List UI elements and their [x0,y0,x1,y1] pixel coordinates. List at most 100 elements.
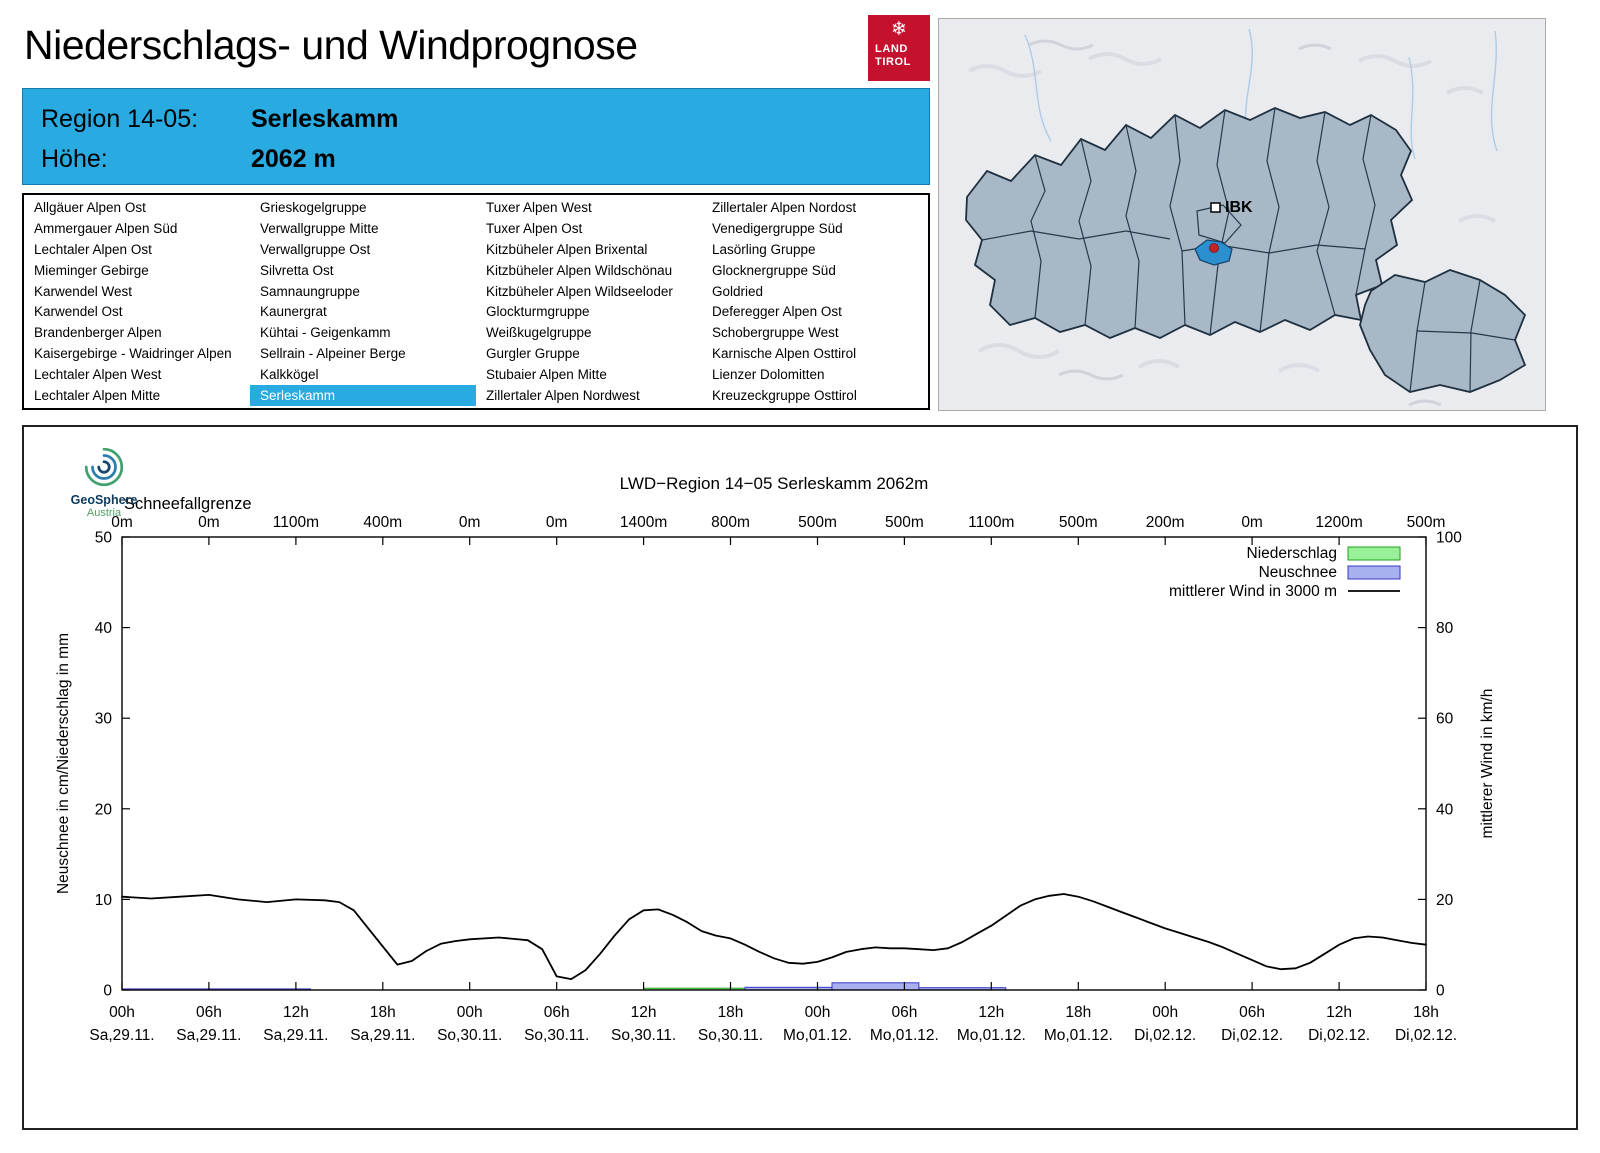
region-list-item[interactable]: Samnaungruppe [260,283,360,299]
tirol-map[interactable]: IBK [938,18,1546,411]
snowline-value: 0m [198,514,220,531]
altitude-value: 2062 m [251,144,336,173]
region-list-item[interactable]: Verwallgruppe Mitte [260,220,379,236]
x-tick-time: 06h [196,1004,222,1021]
snowline-value: 1100m [968,514,1014,531]
y-left-title: Neuschnee in cm/Niederschlag in mm [55,633,72,894]
land-tirol-logo: ❄ LAND TIROL [868,15,930,81]
chart-title: LWD−Region 14−05 Serleskamm 2062m [620,474,929,493]
snowline-label: Schneefallgrenze [124,495,252,513]
region-list-item[interactable]: Grieskogelgruppe [260,199,367,215]
region-list-item[interactable]: Lechtaler Alpen Mitte [34,388,161,404]
y-left-tick: 20 [95,801,113,818]
wind-line [121,893,1427,980]
region-list-item[interactable]: Karwendel Ost [34,304,123,320]
snowline-value: 1400m [620,514,667,531]
altitude-label: Höhe: [41,144,108,173]
region-list-item[interactable]: Zillertaler Alpen Nordost [712,199,857,215]
snowline-value: 0m [1241,514,1263,531]
x-tick-time: 18h [1413,1004,1439,1021]
region-list-item[interactable]: Kitzbüheler Alpen Wildseeloder [486,283,673,299]
region-list-item[interactable]: Kitzbüheler Alpen Brixental [486,241,648,257]
x-tick-time: 06h [891,1004,917,1021]
region-list-item[interactable]: Zillertaler Alpen Nordwest [486,388,640,404]
region-list-item[interactable]: Sellrain - Alpeiner Berge [260,346,406,362]
y-left-tick: 40 [95,620,113,637]
snowline-value: 400m [363,514,402,531]
region-list-item[interactable]: Deferegger Alpen Ost [712,304,842,320]
region-list-item[interactable]: Glocknergruppe Süd [712,262,836,278]
x-tick-date: So,30.11. [437,1027,502,1044]
x-tick-time: 18h [370,1004,396,1021]
x-tick-date: Mo,01.12. [1044,1027,1113,1044]
x-tick-time: 18h [718,1004,744,1021]
region-list-item[interactable]: Lechtaler Alpen Ost [34,241,152,257]
region-list-item[interactable]: Kitzbüheler Alpen Wildschönau [486,262,673,278]
geosphere-swirl-icon [84,447,124,487]
region-list-item[interactable]: Lienzer Dolomitten [712,367,825,383]
region-list-item[interactable]: Silvretta Ost [260,262,334,278]
x-tick-time: 12h [1326,1004,1352,1021]
region-list-item[interactable]: Glockturmgruppe [486,304,590,320]
region-list-item[interactable]: Karwendel West [34,283,133,299]
x-tick-time: 06h [544,1004,570,1021]
x-tick-date: Di,02.12. [1134,1027,1196,1044]
region-list-item[interactable]: Kaisergebirge - Waidringer Alpen [34,346,232,362]
chart-canvas: 00h Sa,29.11. 0m 06h Sa,29.11. 0m 12h Sa,29.11.… [55,474,1496,1044]
snowline-value: 500m [1059,514,1098,531]
region-list-item[interactable]: Karnische Alpen Osttirol [712,346,857,362]
x-tick-date: So,30.11. [611,1027,676,1044]
y-right-tick: 20 [1436,892,1454,909]
snowline-value: 0m [546,514,568,531]
snowflake-icon: ❄ [891,19,907,40]
x-tick-date: Mo,01.12. [957,1027,1026,1044]
snowline-value: 500m [885,514,924,531]
legend-label: mittlerer Wind in 3000 m [1169,583,1337,600]
region-list-item[interactable]: Brandenberger Alpen [34,325,162,341]
snowline-value: 500m [798,514,837,531]
region-list-item[interactable]: Venedigergruppe Süd [712,220,843,236]
region-list-item[interactable]: Tuxer Alpen West [486,199,592,215]
x-tick-date: So,30.11. [524,1027,589,1044]
region-list-item[interactable]: Lechtaler Alpen West [34,367,162,383]
y-right-title: mittlerer Wind in km/h [1479,689,1496,839]
y-right-tick: 80 [1436,620,1454,637]
logo-text-tirol: TIROL [875,56,911,68]
region-list-item[interactable]: Kreuzeckgruppe Osttirol [712,388,857,404]
region-list-item-selected[interactable]: Serleskamm [250,385,476,406]
snowline-value: 800m [711,514,750,531]
region-list-item[interactable]: Mieminger Gebirge [34,262,149,278]
region-list-item[interactable]: Tuxer Alpen Ost [486,220,583,236]
region-list-item[interactable]: Goldried [712,283,764,299]
legend-label: Niederschlag [1247,545,1337,562]
region-list-item[interactable]: Weißkugelgruppe [486,325,592,341]
x-tick-time: 00h [1152,1004,1178,1021]
region-list-item[interactable]: Kühtai - Geigenkamm [260,325,391,341]
x-tick-time: 12h [978,1004,1004,1021]
y-right-tick: 60 [1436,711,1454,728]
x-tick-time: 18h [1065,1004,1091,1021]
x-tick-time: 12h [283,1004,309,1021]
x-tick-time: 12h [631,1004,657,1021]
region-value: Serleskamm [251,104,399,133]
y-left-tick: 50 [95,530,113,547]
ibk-label: IBK [1225,199,1253,216]
region-list-item[interactable]: Kalkkögel [260,367,319,383]
region-list-item[interactable]: Ammergauer Alpen Süd [34,220,178,236]
region-info-box: Region 14-05: Serleskamm Höhe: 2062 m [22,88,930,185]
x-tick-date: Di,02.12. [1395,1027,1457,1044]
snowline-value: 1200m [1315,514,1362,531]
x-tick-date: So,30.11. [698,1027,763,1044]
x-tick-time: 06h [1239,1004,1265,1021]
region-list-item[interactable]: Stubaier Alpen Mitte [486,367,607,383]
region-list-item[interactable]: Kaunergrat [260,304,327,320]
x-tick-time: 00h [109,1004,135,1021]
region-list-item[interactable]: Schobergruppe West [712,325,839,341]
region-list-item[interactable]: Gurgler Gruppe [486,346,580,362]
geosphere-austria-text: Austria [86,507,122,519]
region-list-item[interactable]: Allgäuer Alpen Ost [34,199,146,215]
plot-frame [121,536,1427,991]
region-list-item[interactable]: Verwallgruppe Ost [260,241,371,257]
region-list-item[interactable]: Lasörling Gruppe [712,241,816,257]
